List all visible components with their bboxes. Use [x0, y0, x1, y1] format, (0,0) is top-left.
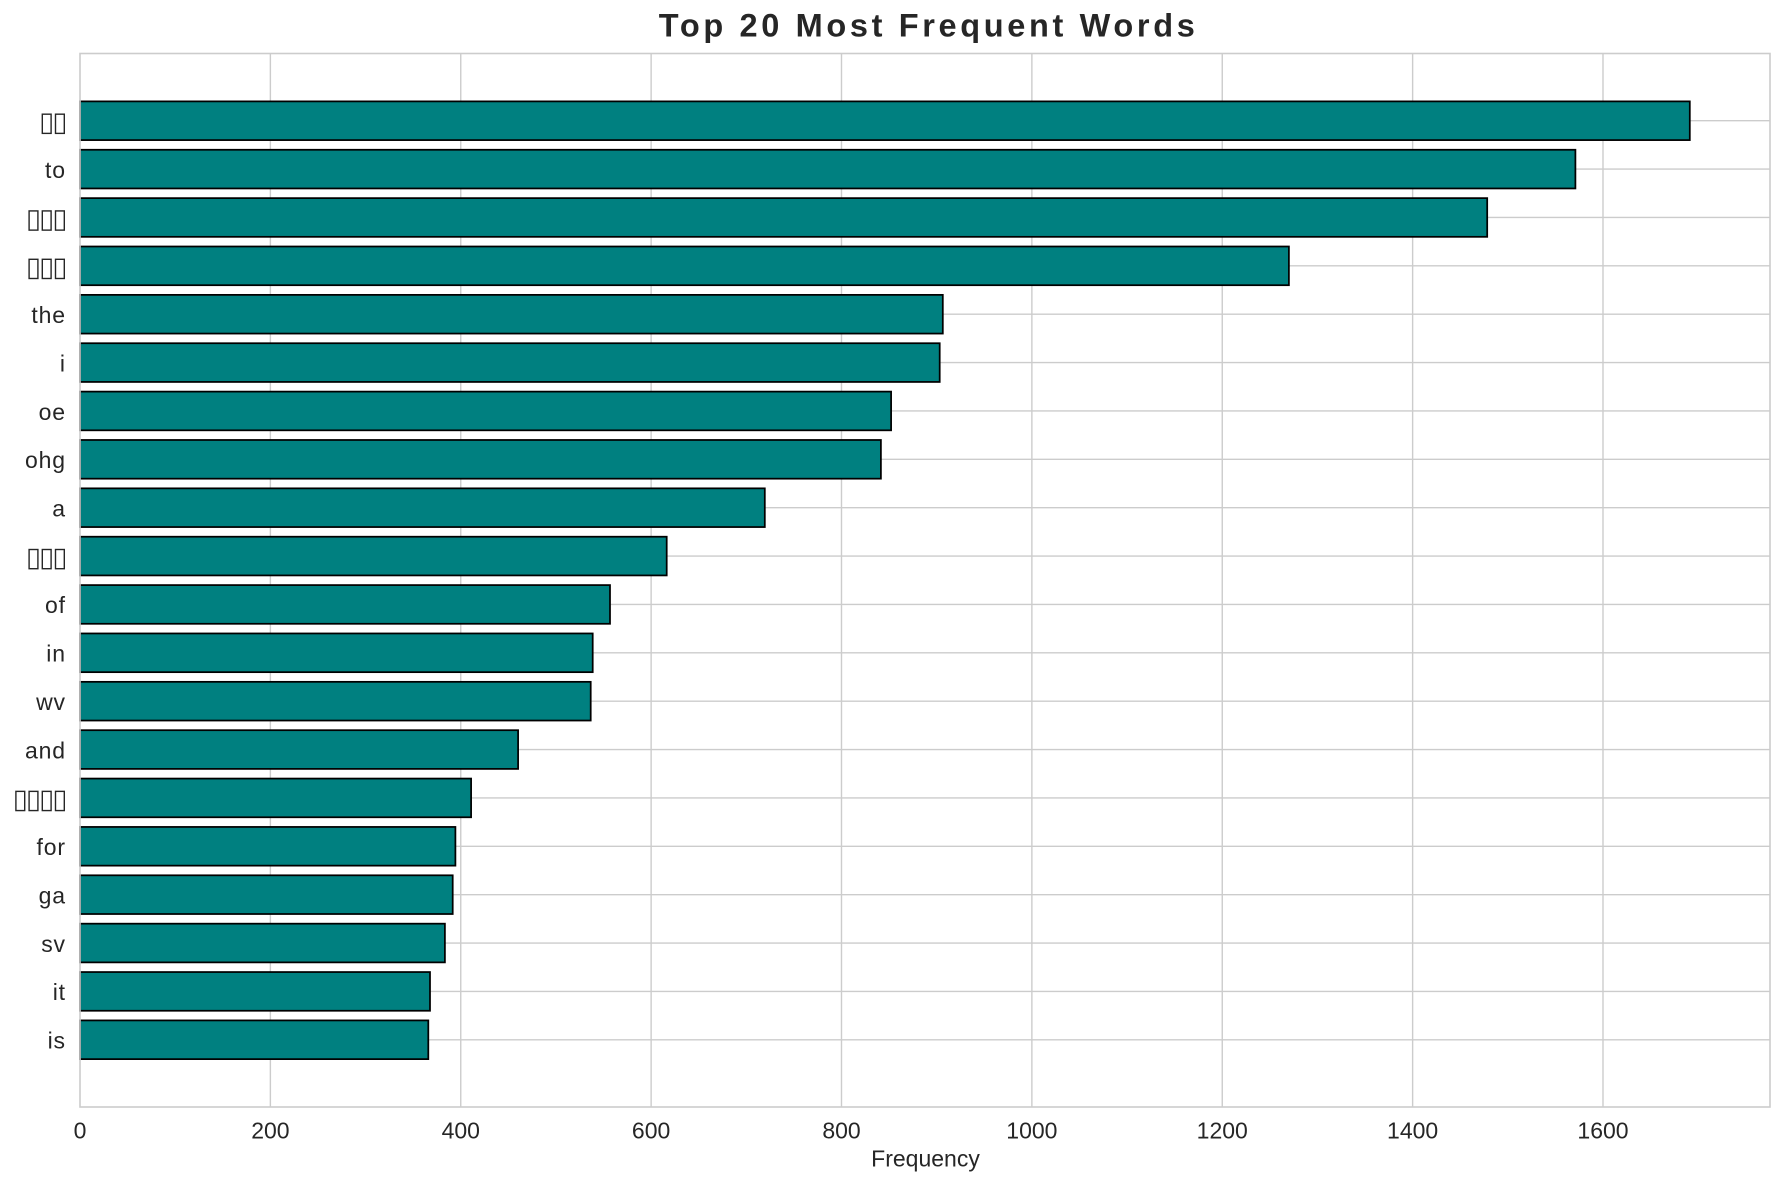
svg-text:a: a: [52, 495, 66, 521]
svg-text:and: and: [25, 737, 66, 763]
svg-text:to: to: [45, 157, 66, 183]
svg-text:1400: 1400: [1387, 1118, 1438, 1144]
svg-text:200: 200: [251, 1118, 289, 1144]
svg-text:1600: 1600: [1577, 1118, 1628, 1144]
svg-text:400: 400: [442, 1118, 480, 1144]
svg-text:0: 0: [74, 1118, 87, 1144]
svg-text:Frequency: Frequency: [871, 1146, 980, 1172]
svg-text:for: for: [37, 834, 66, 860]
svg-text:ohg: ohg: [25, 447, 66, 473]
svg-text:wv: wv: [35, 689, 66, 715]
svg-text:ga: ga: [39, 882, 66, 908]
svg-text:is: is: [48, 1028, 66, 1054]
svg-text:of: of: [45, 592, 66, 618]
svg-text:1200: 1200: [1197, 1118, 1248, 1144]
svg-text:in: in: [46, 641, 66, 667]
svg-text:600: 600: [632, 1118, 670, 1144]
svg-text:the: the: [31, 302, 65, 328]
svg-text:sv: sv: [41, 931, 66, 957]
svg-text:1000: 1000: [1006, 1118, 1057, 1144]
svg-text:800: 800: [822, 1118, 860, 1144]
svg-text:oe: oe: [39, 399, 66, 425]
svg-text:Top 20 Most Frequent Words: Top 20 Most Frequent Words: [659, 7, 1199, 43]
svg-text:it: it: [53, 979, 66, 1005]
svg-text:i: i: [60, 350, 66, 376]
